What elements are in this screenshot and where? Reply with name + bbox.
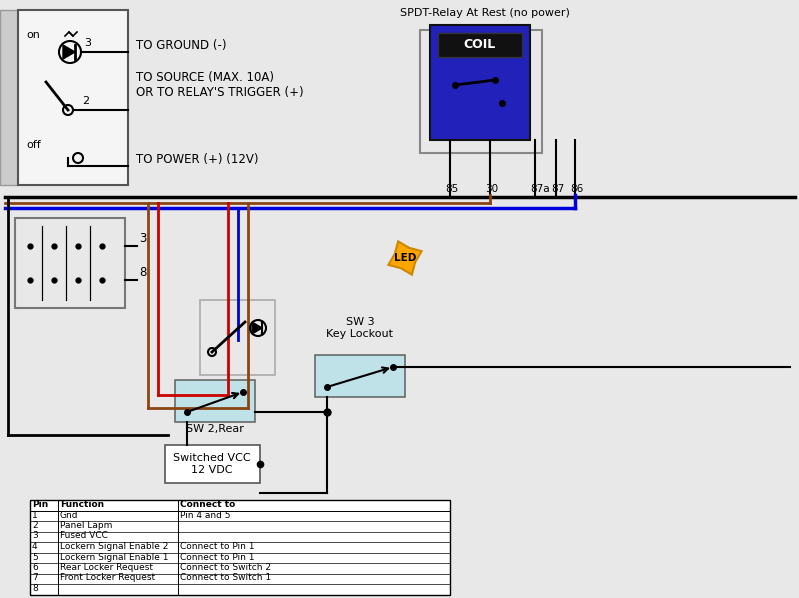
Text: 7: 7 bbox=[32, 573, 38, 582]
Text: Function: Function bbox=[60, 500, 104, 509]
Text: Connect to Pin 1: Connect to Pin 1 bbox=[180, 553, 255, 562]
Text: off: off bbox=[26, 140, 41, 150]
Text: 87: 87 bbox=[551, 184, 564, 194]
Bar bbox=[315, 355, 405, 397]
Bar bbox=[200, 300, 275, 375]
Bar bbox=[30, 500, 450, 594]
Text: 30: 30 bbox=[485, 184, 498, 194]
Text: 2: 2 bbox=[82, 96, 89, 106]
Text: Pin: Pin bbox=[32, 500, 48, 509]
Polygon shape bbox=[388, 242, 422, 274]
Text: Connect to Switch 1: Connect to Switch 1 bbox=[180, 573, 271, 582]
Text: SPDT-Relay At Rest (no power): SPDT-Relay At Rest (no power) bbox=[400, 8, 570, 18]
Text: 3: 3 bbox=[139, 232, 146, 245]
Bar bbox=[438, 33, 522, 57]
Text: SW 3
Key Lockout: SW 3 Key Lockout bbox=[327, 318, 393, 339]
Text: Rear Locker Request: Rear Locker Request bbox=[60, 563, 153, 572]
Text: 2: 2 bbox=[32, 521, 38, 530]
Bar bbox=[15, 218, 125, 308]
Text: 5: 5 bbox=[32, 553, 38, 562]
Text: on: on bbox=[26, 30, 40, 40]
Bar bbox=[430, 25, 530, 140]
Text: SW 2,Rear: SW 2,Rear bbox=[186, 424, 244, 434]
Text: Lockern Signal Enable 2: Lockern Signal Enable 2 bbox=[60, 542, 169, 551]
Text: 87a: 87a bbox=[530, 184, 550, 194]
Text: Switched VCC
12 VDC: Switched VCC 12 VDC bbox=[173, 453, 251, 475]
Bar bbox=[165, 445, 260, 483]
Text: 8: 8 bbox=[32, 584, 38, 593]
Text: Connect to: Connect to bbox=[180, 500, 235, 509]
Text: 4: 4 bbox=[32, 542, 38, 551]
Text: Pin 4 and 5: Pin 4 and 5 bbox=[180, 511, 230, 520]
Text: 6: 6 bbox=[32, 563, 38, 572]
Text: COIL: COIL bbox=[464, 38, 496, 51]
Bar bbox=[18, 10, 128, 185]
Text: LED: LED bbox=[394, 253, 416, 263]
Text: 8: 8 bbox=[139, 266, 146, 279]
Text: 85: 85 bbox=[445, 184, 459, 194]
Text: Gnd: Gnd bbox=[60, 511, 78, 520]
Text: TO SOURCE (MAX. 10A)
OR TO RELAY'S TRIGGER (+): TO SOURCE (MAX. 10A) OR TO RELAY'S TRIGG… bbox=[136, 71, 304, 99]
Text: Connect to Pin 1: Connect to Pin 1 bbox=[180, 542, 255, 551]
Polygon shape bbox=[63, 45, 75, 59]
Text: TO POWER (+) (12V): TO POWER (+) (12V) bbox=[136, 153, 259, 166]
Bar bbox=[175, 380, 255, 422]
Text: TO GROUND (-): TO GROUND (-) bbox=[136, 39, 226, 52]
Text: 86: 86 bbox=[570, 184, 583, 194]
Text: Lockern Signal Enable 1: Lockern Signal Enable 1 bbox=[60, 553, 169, 562]
Text: 3: 3 bbox=[84, 38, 91, 48]
Text: Panel Lapm: Panel Lapm bbox=[60, 521, 113, 530]
Text: Fused VCC: Fused VCC bbox=[60, 532, 108, 541]
Bar bbox=[0, 10, 18, 185]
Text: 1: 1 bbox=[32, 511, 38, 520]
Text: Connect to Switch 2: Connect to Switch 2 bbox=[180, 563, 271, 572]
Polygon shape bbox=[252, 322, 262, 334]
Text: 3: 3 bbox=[32, 532, 38, 541]
Bar bbox=[420, 30, 542, 153]
Text: Front Locker Request: Front Locker Request bbox=[60, 573, 155, 582]
